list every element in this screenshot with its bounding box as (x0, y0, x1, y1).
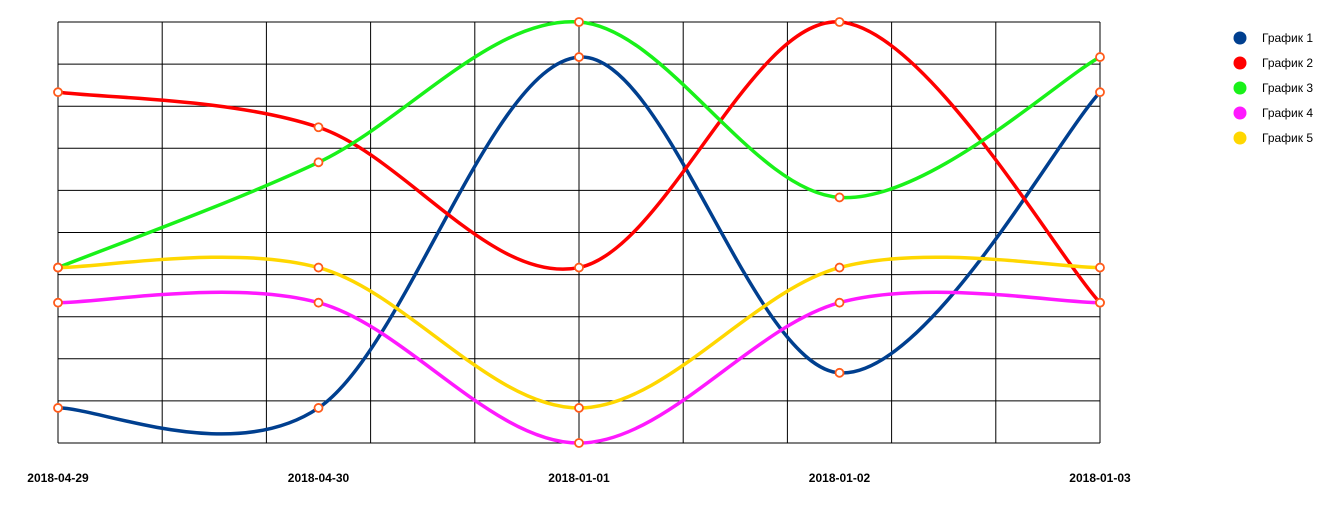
data-point-5-1 (53, 262, 63, 273)
data-point-1-2 (313, 403, 324, 413)
legend-swatch-4 (1233, 106, 1247, 120)
legend-swatch-2 (1233, 56, 1247, 70)
legend-label-3: График 3 (1262, 81, 1313, 95)
series-line-2 (57, 20, 1102, 304)
data-point-2-3 (574, 262, 584, 273)
data-point-2-1 (53, 87, 63, 98)
series-line-1 (57, 55, 1102, 436)
legend-label-5: График 5 (1262, 131, 1313, 145)
legend-swatch-1 (1233, 31, 1247, 45)
data-point-3-3 (574, 17, 584, 27)
data-point-2-2 (313, 122, 324, 133)
data-point-5-5 (1095, 262, 1105, 273)
x-tick-label: 2018-01-03 (1069, 471, 1131, 485)
legend-label-2: График 2 (1262, 56, 1313, 70)
data-point-5-2 (313, 262, 324, 273)
data-point-1-3 (574, 52, 584, 62)
data-point-1-4 (834, 367, 845, 378)
data-point-3-2 (313, 157, 324, 168)
data-point-3-4 (834, 192, 845, 203)
data-point-3-5 (1095, 52, 1105, 62)
legend-label-1: График 1 (1262, 31, 1313, 45)
data-point-2-4 (834, 17, 845, 27)
data-point-4-3 (574, 438, 584, 448)
legend-label-4: График 4 (1262, 106, 1313, 120)
data-point-4-4 (834, 297, 845, 308)
x-axis-ticks: 2018-04-29 2018-04-30 2018-01-01 2018-01-02… (27, 471, 1131, 485)
data-point-5-4 (834, 262, 845, 273)
data-point-1-5 (1095, 87, 1105, 98)
x-tick-label: 2018-04-29 (27, 471, 89, 485)
data-point-4-2 (313, 297, 324, 308)
x-tick-label: 2018-04-30 (288, 471, 350, 485)
data-point-1-1 (53, 403, 63, 413)
data-point-4-1 (53, 297, 63, 308)
data-point-5-3 (574, 403, 584, 413)
x-tick-label: 2018-01-02 (809, 471, 871, 485)
x-tick-label: 2018-01-01 (548, 471, 610, 485)
data-point-4-5 (1095, 297, 1105, 308)
chart-grid (57, 21, 1101, 444)
legend-swatch-3 (1233, 81, 1247, 95)
chart-legend: График 1 График 2 График 3 График 4 График 5 (1233, 31, 1313, 145)
legend-swatch-5 (1233, 131, 1247, 145)
chart-markers (53, 17, 1105, 448)
